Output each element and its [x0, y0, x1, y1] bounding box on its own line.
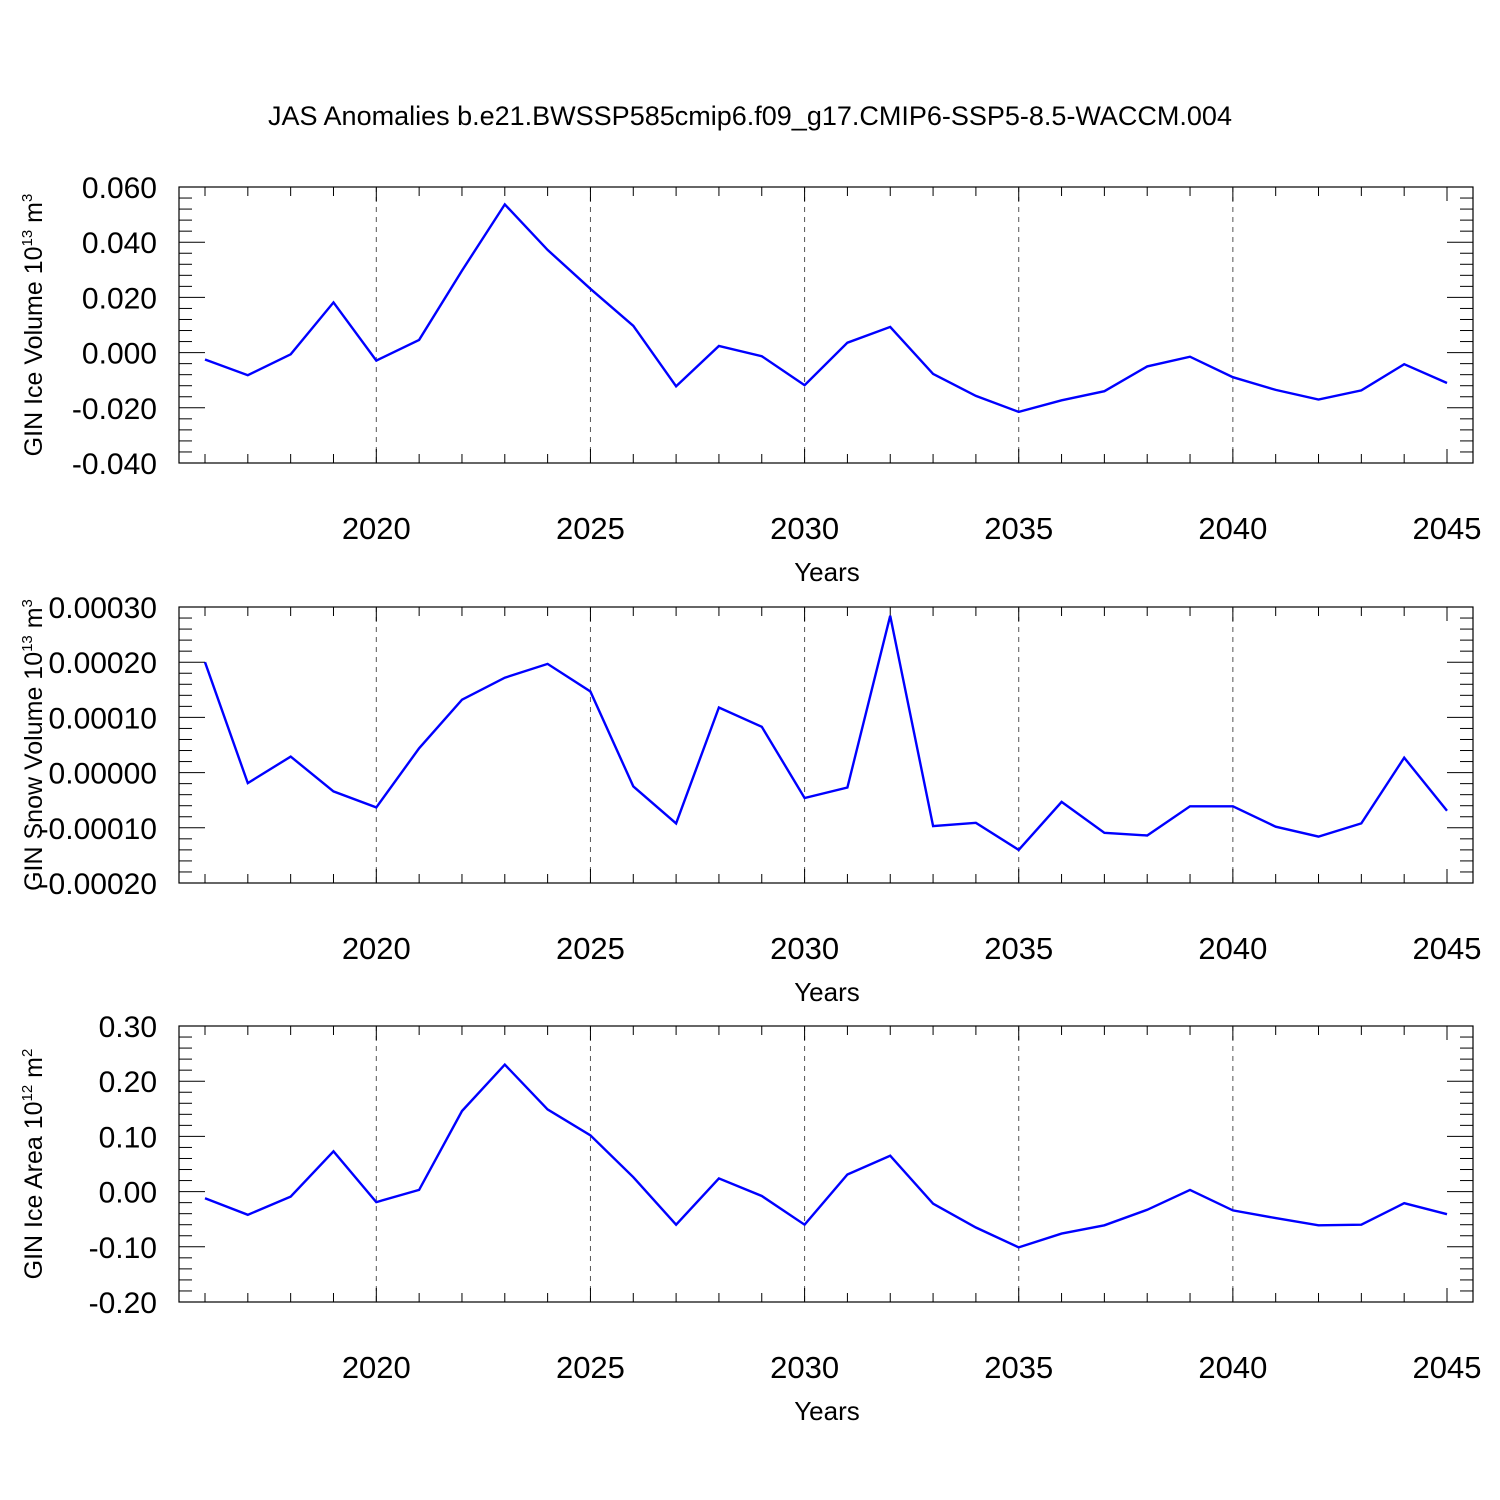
ice-volume-panel: 2020 2025 2030 2035 2040 2045 Years 0.060 0.040 0… [19, 172, 1481, 587]
ice-volume-xtick-label: 2035 [984, 511, 1053, 546]
ice-volume-ytick-label: 0.040 [82, 227, 157, 260]
snow-volume-xtick-label: 2025 [556, 931, 625, 966]
ice-area-xtick-label: 2040 [1198, 1350, 1267, 1385]
ice-area-ytick-label: 0.30 [99, 1011, 157, 1044]
ice-volume-ytick-label: -0.040 [72, 448, 157, 481]
ice-volume-xtick-label: 2025 [556, 511, 625, 546]
y-axis-label-part: GIN Ice Area 10 [20, 1101, 48, 1279]
ice-area-xtick-label: 2025 [556, 1350, 625, 1385]
ice-volume-xtick-label: 2045 [1413, 511, 1482, 546]
ice-area-x-axis-label: Years [794, 1396, 860, 1426]
snow-volume-series-line [203, 615, 1448, 852]
ice-volume-ytick-label: 0.000 [82, 338, 157, 371]
snow-volume-xtick-label: 2045 [1413, 931, 1482, 966]
y-axis-label-superscript: 2 [19, 1049, 36, 1057]
y-axis-label-superscript: 13 [19, 230, 36, 247]
ice-area-ytick-label: 0.20 [99, 1066, 157, 1099]
ice-volume-ytick-label: 0.020 [82, 282, 157, 315]
y-axis-label-superscript: 13 [19, 635, 36, 652]
snow-volume-xtick-label: 2030 [770, 931, 839, 966]
y-axis-label-superscript: 3 [19, 194, 36, 202]
ice-volume-ytick-label: -0.020 [72, 393, 157, 426]
snow-volume-xtick-label: 2040 [1198, 931, 1267, 966]
snow-volume-xtick-label: 2020 [342, 931, 411, 966]
ice-area-xtick-label: 2045 [1413, 1350, 1482, 1385]
ice-area-y-axis-label: GIN Ice Area 1012 m2 [19, 1049, 48, 1280]
snow-volume-ytick-label: 0.00030 [49, 592, 157, 625]
ice-area-xtick-label: 2035 [984, 1350, 1053, 1385]
ice-volume-y-axis-label: GIN Ice Volume 1013 m3 [19, 194, 48, 457]
ice-volume-series-line [204, 202, 1448, 414]
y-axis-label-part: GIN Ice Volume 10 [20, 246, 48, 456]
snow-volume-ytick-label: -0.00010 [39, 813, 157, 846]
y-axis-label-superscript: 12 [19, 1085, 36, 1102]
y-axis-label-part: m [20, 607, 48, 635]
snow-volume-ytick-label: 0.00000 [49, 758, 157, 791]
ice-volume-xtick-label: 2030 [770, 511, 839, 546]
y-axis-label-part: GIN Snow Volume 10 [20, 652, 48, 891]
ice-area-ytick-label: -0.20 [89, 1287, 157, 1320]
ice-area-xtick-label: 2020 [342, 1350, 411, 1385]
y-axis-label-superscript: 3 [19, 599, 36, 607]
ice-volume-x-axis-label: Years [794, 557, 860, 587]
snow-volume-y-axis-label: GIN Snow Volume 1013 m3 [19, 599, 48, 891]
ice-area-ytick-label: -0.10 [89, 1232, 157, 1265]
ice-area-ytick-label: 0.00 [99, 1177, 157, 1210]
snow-volume-ytick-label: -0.00020 [39, 868, 157, 901]
snow-volume-panel: 2020 2025 2030 2035 2040 2045 Years 0.00030 0.00… [19, 592, 1481, 1007]
snow-volume-xtick-label: 2035 [984, 931, 1053, 966]
snow-volume-plot-frame [178, 606, 1474, 884]
ice-area-plot-frame [178, 1025, 1474, 1303]
snow-volume-ytick-label: 0.00020 [49, 647, 157, 680]
snow-volume-x-axis-label: Years [794, 977, 860, 1007]
ice-area-ytick-label: 0.10 [99, 1121, 157, 1154]
y-axis-label-part: m [20, 202, 48, 230]
chart-title: JAS Anomalies b.e21.BWSSP585cmip6.f09_g1… [268, 101, 1232, 131]
ice-volume-plot-frame [178, 186, 1474, 464]
ice-area-panel: 2020 2025 2030 2035 2040 2045 Years 0.30 0.20 0.1… [19, 1011, 1481, 1426]
ice-volume-ytick-label: 0.060 [82, 172, 157, 205]
ice-area-xtick-label: 2030 [770, 1350, 839, 1385]
snow-volume-ytick-label: 0.00010 [49, 702, 157, 735]
ice-area-series-line [204, 1062, 1448, 1249]
ice-volume-xtick-label: 2040 [1198, 511, 1267, 546]
ice-volume-xtick-label: 2020 [342, 511, 411, 546]
y-axis-label-part: m [20, 1057, 48, 1085]
